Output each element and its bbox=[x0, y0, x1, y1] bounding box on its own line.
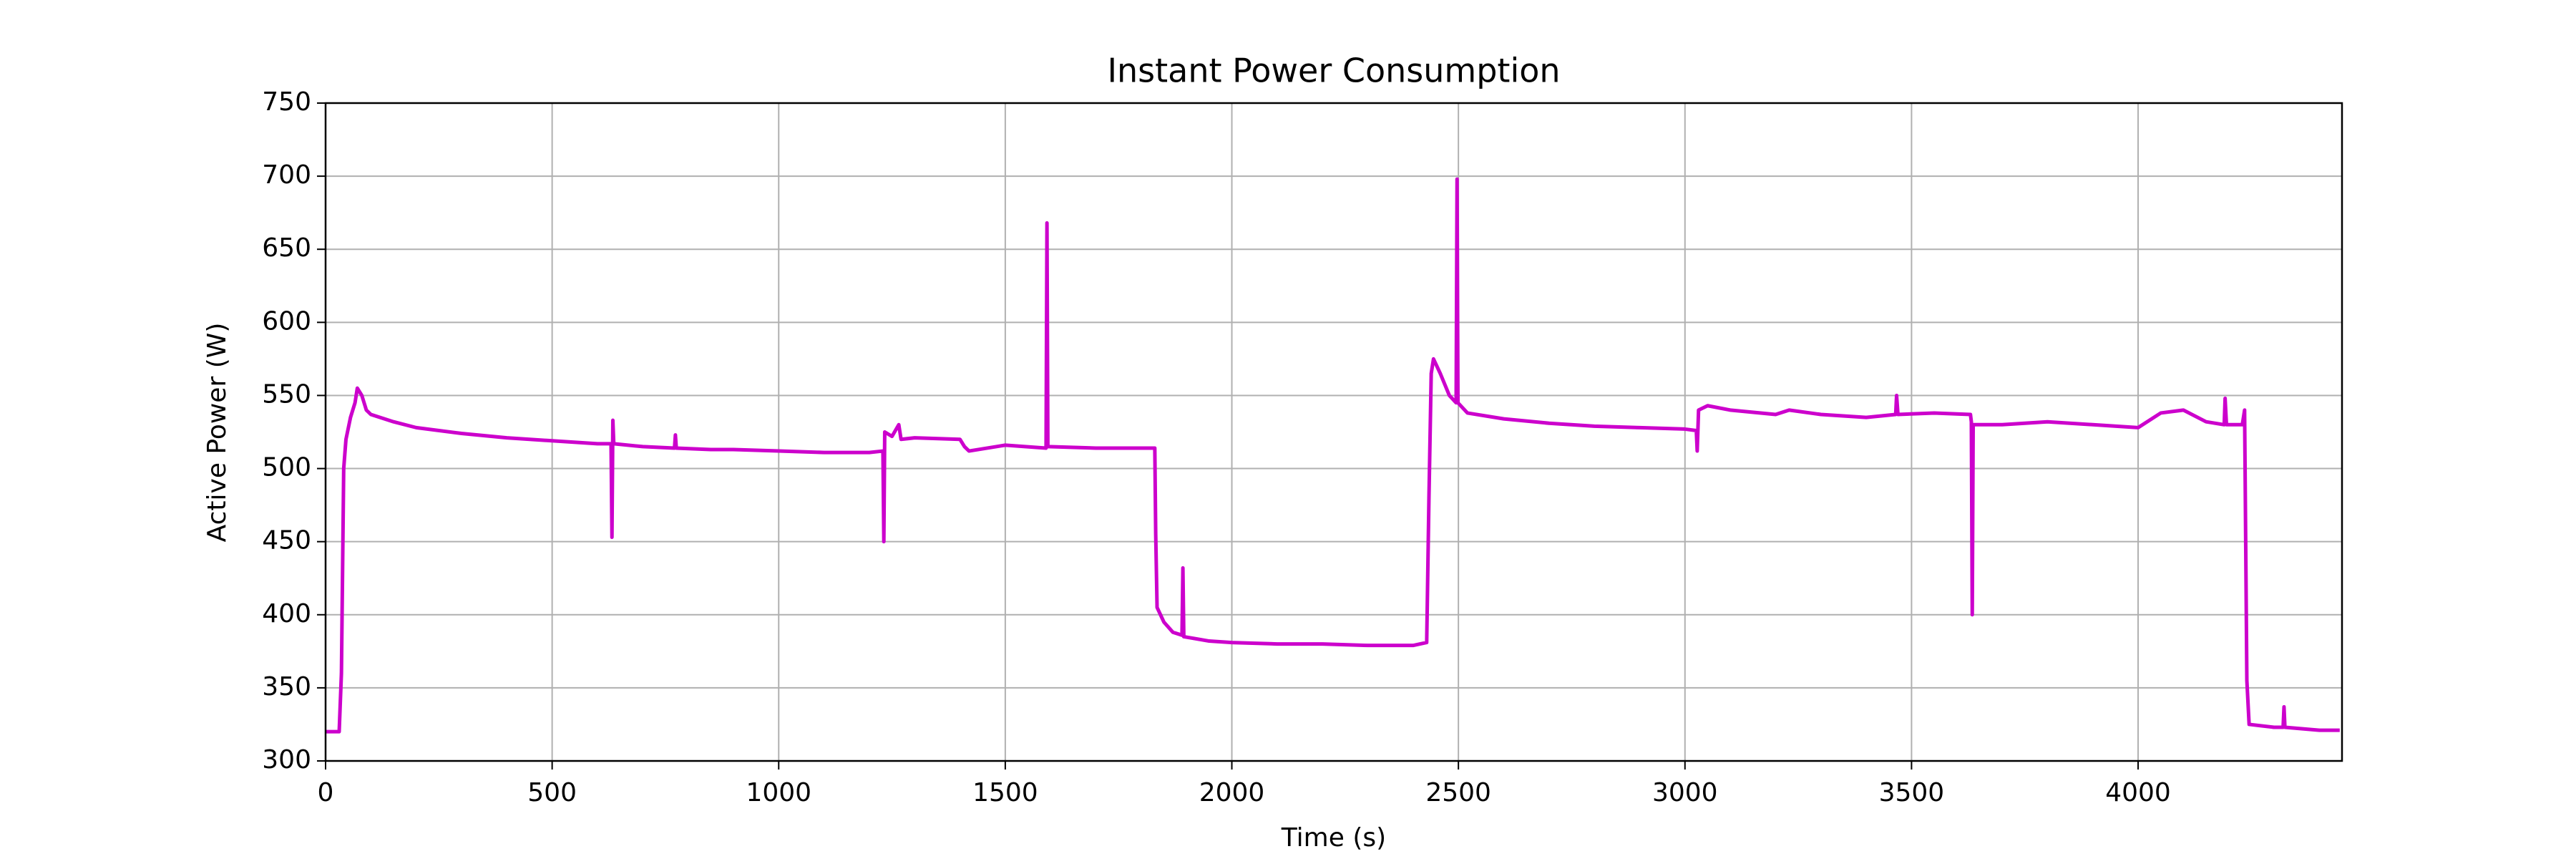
data-line bbox=[326, 177, 2340, 734]
x-tick-label: 500 bbox=[527, 778, 577, 807]
y-tick-label: 350 bbox=[262, 672, 311, 702]
y-tick-label: 700 bbox=[262, 160, 311, 190]
y-tick-label: 500 bbox=[262, 453, 311, 482]
plot-frame bbox=[324, 102, 2343, 762]
y-tick-label: 400 bbox=[262, 599, 311, 629]
y-tick-label: 300 bbox=[262, 745, 311, 775]
x-tick-label: 2500 bbox=[1425, 778, 1491, 807]
y-tick-label: 450 bbox=[262, 526, 311, 555]
x-tick-label: 3500 bbox=[1879, 778, 1945, 807]
x-tick-label: 3000 bbox=[1652, 778, 1718, 807]
x-tick-label: 1000 bbox=[746, 778, 811, 807]
y-tick-label: 550 bbox=[262, 379, 311, 409]
chart-title: Instant Power Consumption bbox=[1107, 52, 1560, 90]
x-tick-label: 0 bbox=[318, 778, 334, 807]
y-tick-label: 600 bbox=[262, 306, 311, 336]
x-axis-label: Time (s) bbox=[1281, 823, 1386, 853]
x-tick-label: 4000 bbox=[2105, 778, 2171, 807]
x-tick-label: 1500 bbox=[972, 778, 1038, 807]
y-tick-label: 650 bbox=[262, 233, 311, 263]
x-tick-label: 2000 bbox=[1199, 778, 1265, 807]
y-axis-label: Active Power (W) bbox=[203, 323, 232, 543]
y-tick-label: 750 bbox=[262, 87, 311, 117]
